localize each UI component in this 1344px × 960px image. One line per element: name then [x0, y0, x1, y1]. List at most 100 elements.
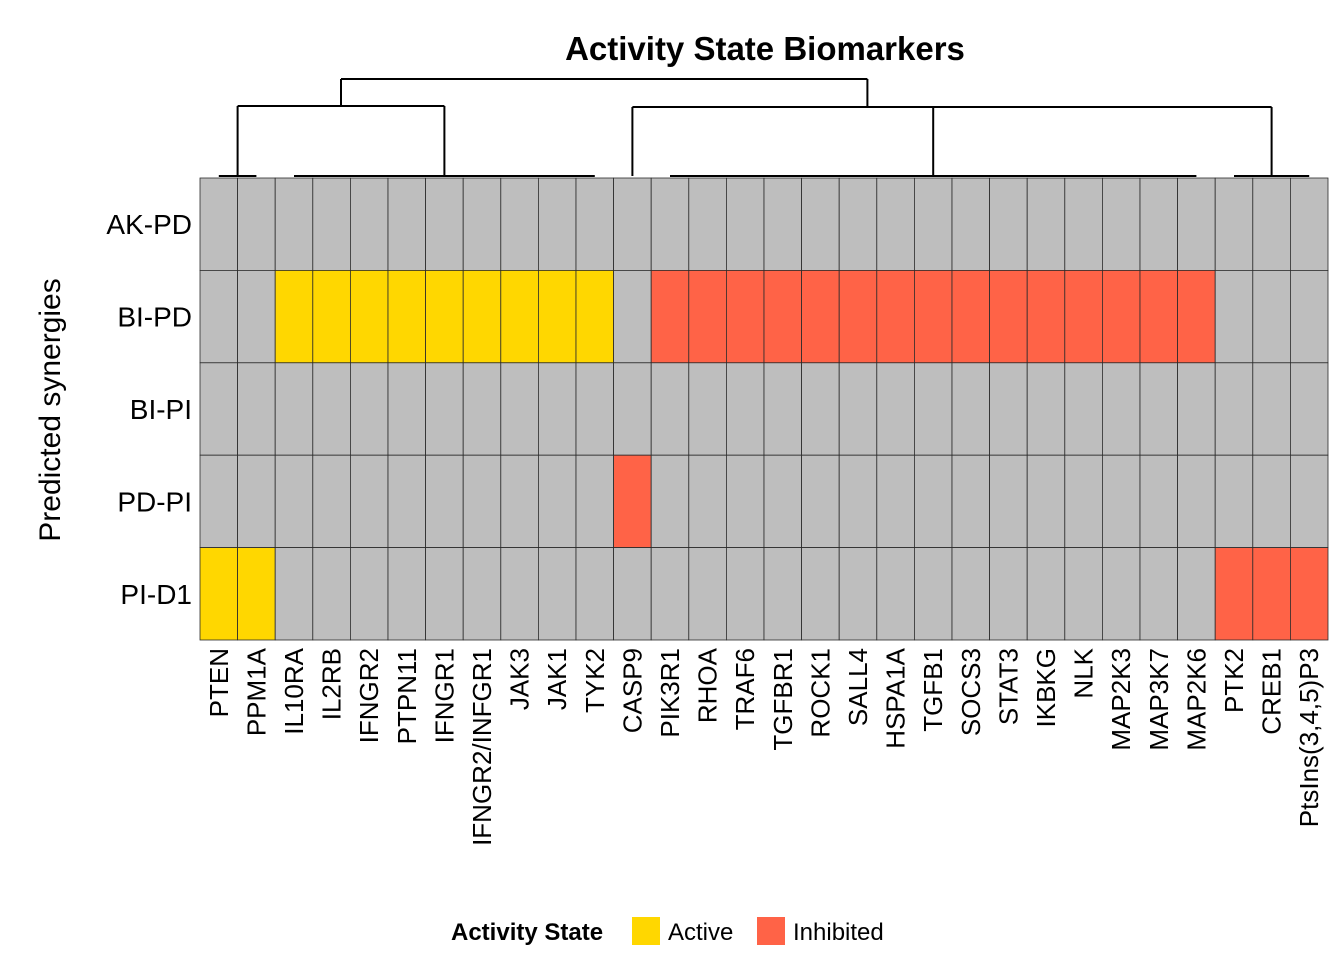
- heatmap-cell-bi-pd-sall4: [838, 269, 878, 364]
- heatmap-cell-pd-pi-ppm1a: [237, 454, 276, 549]
- heatmap-cell-pi-d1-il10ra: [274, 547, 314, 641]
- heatmap-cell-bi-pd-tyk2: [575, 269, 614, 364]
- heatmap-cell-ak-pd-socs3: [951, 177, 990, 271]
- heatmap-cell-pi-d1-tgfbr1: [763, 547, 802, 641]
- heatmap-cell-ak-pd-pik3r1: [650, 177, 690, 271]
- column-label-map2k6: MAP2K6: [1181, 648, 1211, 751]
- heatmap-cell-ak-pd-tyk2: [575, 177, 614, 271]
- heatmap-cell-bi-pi-il10ra: [274, 362, 314, 456]
- heatmap-cell-bi-pi-map2k6: [1177, 362, 1216, 456]
- heatmap-cell-bi-pd-map2k6: [1177, 269, 1216, 364]
- heatmap-cell-pi-d1-traf6: [726, 547, 765, 641]
- heatmap-cell-ak-pd-rhoa: [688, 177, 727, 271]
- heatmap-cell-bi-pi-map2k3: [1102, 362, 1141, 456]
- heatmap-cell-bi-pi-jak3: [500, 362, 539, 456]
- heatmap-cell-ak-pd-map3k7: [1139, 177, 1178, 271]
- column-label-pten: PTEN: [204, 648, 234, 717]
- heatmap-cell-ak-pd-jak1: [538, 177, 577, 271]
- heatmap-cell-pi-d1-ikbkg: [1026, 547, 1066, 641]
- heatmap-cell-ak-pd-ptk2: [1214, 177, 1254, 271]
- heatmap-cell-pi-d1-ppm1a: [237, 547, 276, 641]
- row-labels: AK-PD BI-PD BI-PI PD-PI PI-D1: [106, 209, 192, 610]
- heatmap-cell-pd-pi-creb1: [1252, 454, 1291, 549]
- heatmap-cell-bi-pi-il2rb: [312, 362, 351, 456]
- heatmap-cell-bi-pd-jak3: [500, 269, 539, 364]
- row-label-bi-pd: BI-PD: [117, 302, 192, 333]
- heatmap-cell-pi-d1-casp9: [613, 547, 652, 641]
- heatmap-cell-ak-pd-tgfb1: [914, 177, 953, 271]
- heatmap-cell-bi-pd-hspa1a: [876, 269, 915, 364]
- heatmap-cell-pi-d1-map2k3: [1102, 547, 1141, 641]
- heatmap-cell-bi-pi-traf6: [726, 362, 765, 456]
- heatmap-cell-bi-pi-nlk: [1064, 362, 1103, 456]
- column-label-sall4: SALL4: [843, 648, 873, 726]
- legend-swatch-inhibited: [757, 917, 785, 945]
- heatmap-cell-pd-pi-map2k3: [1102, 454, 1141, 549]
- column-label-tgfbr1: TGFBR1: [768, 648, 798, 751]
- heatmap-cell-pd-pi-nlk: [1064, 454, 1103, 549]
- heatmap-cell-bi-pi-ptk2: [1214, 362, 1254, 456]
- column-label-ikbkg: IKBKG: [1031, 648, 1061, 727]
- heatmap-cell-pi-d1-creb1: [1252, 547, 1291, 641]
- heatmap-cell-bi-pd-casp9: [613, 269, 652, 364]
- column-label-creb1: CREB1: [1257, 648, 1287, 735]
- heatmap-cell-bi-pd-socs3: [951, 269, 990, 364]
- heatmap-cell-bi-pi-ppm1a: [237, 362, 276, 456]
- heatmap-cell-bi-pi-pten: [199, 362, 238, 456]
- heatmap-cell-bi-pd-tgfbr1: [763, 269, 802, 364]
- heatmap-cell-pi-d1-sall4: [838, 547, 878, 641]
- heatmap-cell-bi-pi-rhoa: [688, 362, 727, 456]
- heatmap-cell-bi-pd-stat3: [989, 269, 1028, 364]
- heatmap-cell-pi-d1-ifngr2-infgr1: [462, 547, 502, 641]
- heatmap-cell-ak-pd-map2k6: [1177, 177, 1216, 271]
- heatmap-cell-ak-pd-sall4: [838, 177, 878, 271]
- heatmap-cell-pi-d1-ptk2: [1214, 547, 1254, 641]
- heatmap-cell-bi-pi-ifngr2-infgr1: [462, 362, 502, 456]
- heatmap-cell-pi-d1-map2k6: [1177, 547, 1216, 641]
- heatmap-cell-bi-pd-jak1: [538, 269, 577, 364]
- heatmap-cell-ak-pd-map2k3: [1102, 177, 1141, 271]
- heatmap-cell-ak-pd-stat3: [989, 177, 1028, 271]
- column-label-ifngr2: IFNGR2: [354, 648, 384, 743]
- heatmap-cell-ak-pd-jak3: [500, 177, 539, 271]
- heatmap-cell-ak-pd-nlk: [1064, 177, 1103, 271]
- heatmap-cell-pd-pi-tgfb1: [914, 454, 953, 549]
- column-label-ifngr2-infgr1: IFNGR2/INFGR1: [467, 648, 497, 846]
- heatmap-cell-pd-pi-casp9: [613, 454, 652, 549]
- heatmap-cell-ak-pd-il2rb: [312, 177, 351, 271]
- heatmap-cell-pd-pi-ifngr1: [425, 454, 464, 549]
- heatmap-cell-bi-pi-casp9: [613, 362, 652, 456]
- heatmap-cell-bi-pi-stat3: [989, 362, 1028, 456]
- heatmap-cell-bi-pi-rock1: [801, 362, 840, 456]
- heatmap-cell-pd-pi-rock1: [801, 454, 840, 549]
- heatmap-cell-pi-d1-ptsins-3-4-5-p3: [1290, 547, 1329, 641]
- heatmap-cell-bi-pi-sall4: [838, 362, 878, 456]
- heatmap-cell-bi-pd-pten: [199, 269, 238, 364]
- heatmap-cell-pi-d1-pten: [199, 547, 238, 641]
- heatmap-cell-ak-pd-ptsins-3-4-5-p3: [1290, 177, 1329, 271]
- heatmap-cell-ak-pd-tgfbr1: [763, 177, 802, 271]
- heatmap-cell-pd-pi-rhoa: [688, 454, 727, 549]
- heatmap-cell-pd-pi-tyk2: [575, 454, 614, 549]
- heatmap-cell-bi-pd-ifngr2: [349, 269, 389, 364]
- heatmap-cell-pd-pi-ptpn11: [387, 454, 426, 549]
- column-label-ppm1a: PPM1A: [241, 647, 271, 736]
- heatmap-cell-bi-pd-il10ra: [274, 269, 314, 364]
- heatmap-cell-pi-d1-tyk2: [575, 547, 614, 641]
- heatmap-cell-pd-pi-ifngr2-infgr1: [462, 454, 502, 549]
- heatmap-cell-pd-pi-ikbkg: [1026, 454, 1066, 549]
- heatmap-cell-ak-pd-hspa1a: [876, 177, 915, 271]
- row-label-pd-pi: PD-PI: [117, 486, 192, 517]
- column-label-map3k7: MAP3K7: [1144, 648, 1174, 751]
- heatmap-cell-bi-pd-rhoa: [688, 269, 727, 364]
- heatmap-cell-pi-d1-ifngr2: [349, 547, 389, 641]
- heatmap-cell-bi-pi-ptsins-3-4-5-p3: [1290, 362, 1329, 456]
- column-label-ptk2: PTK2: [1219, 648, 1249, 713]
- column-label-il2rb: IL2RB: [317, 648, 347, 720]
- heatmap-cell-bi-pi-hspa1a: [876, 362, 915, 456]
- heatmap-cell-pi-d1-rhoa: [688, 547, 727, 641]
- heatmap-cell-pd-pi-stat3: [989, 454, 1028, 549]
- heatmap-cell-pd-pi-pik3r1: [650, 454, 690, 549]
- y-axis-title: Predicted synergies: [34, 278, 67, 541]
- heatmap-cell-pi-d1-il2rb: [312, 547, 351, 641]
